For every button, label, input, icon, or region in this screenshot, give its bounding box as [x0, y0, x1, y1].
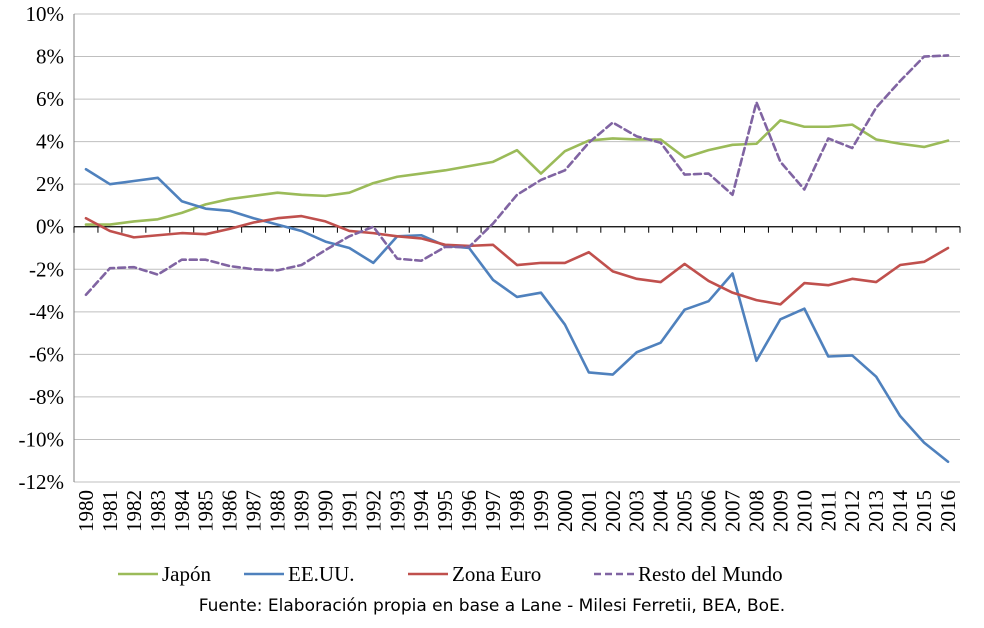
legend-label: Zona Euro: [452, 562, 541, 586]
x-tick-label: 1999: [529, 490, 553, 532]
series-line-zona-euro: [84, 214, 950, 306]
axes: [73, 14, 961, 482]
x-tick-label: 1987: [242, 490, 266, 532]
legend: Japón EE.UU. Zona Euro Resto del Mundo: [118, 562, 783, 586]
legend-label: Resto del Mundo: [638, 562, 783, 586]
x-tick-label: 1993: [385, 490, 409, 532]
y-tick-label: 2%: [36, 172, 64, 196]
x-tick-label: 2005: [673, 490, 697, 532]
x-tick-label: 2015: [912, 490, 936, 532]
y-tick-label: -10%: [19, 427, 65, 451]
x-tick-label: 2010: [792, 490, 816, 532]
x-tick-label: 1994: [409, 490, 433, 533]
x-tick-label: 1992: [361, 490, 385, 532]
x-tick-label: 1991: [337, 490, 361, 532]
line-chart: 10%8%6%4%2%0%-2%-4%-6%-8%-10%-12% 1980 19…: [19, 2, 961, 586]
x-tick-label: 2008: [744, 490, 768, 532]
x-tick-label: 1989: [289, 490, 313, 532]
x-tick-label: 1985: [194, 490, 218, 532]
y-tick-label: 8%: [36, 45, 64, 69]
legend-item: Resto del Mundo: [594, 562, 783, 586]
y-tick-label: 0%: [36, 215, 64, 239]
x-tick-label: 2001: [577, 490, 601, 532]
y-tick-label: -4%: [29, 300, 64, 324]
x-tick-label: 1988: [266, 490, 290, 532]
legend-item: EE.UU.: [244, 562, 355, 586]
x-tick-label: 1983: [146, 490, 170, 532]
x-tick-label: 1996: [457, 490, 481, 532]
x-tick-label: 1982: [122, 490, 146, 532]
y-tick-label: -12%: [19, 470, 65, 494]
x-tick-label: 2013: [864, 490, 888, 532]
x-tick-label: 2006: [697, 490, 721, 532]
x-tick-label: 1981: [98, 490, 122, 532]
x-tick-label: 1995: [433, 490, 457, 532]
y-tick-label: 4%: [36, 130, 64, 154]
legend-label: Japón: [162, 562, 211, 586]
x-tick-label: 2016: [936, 490, 960, 532]
source-note: Fuente: Elaboración propia en base a Lan…: [198, 596, 786, 616]
legend-item: Japón: [118, 562, 211, 586]
x-tick-label: 2000: [553, 490, 577, 532]
x-tick-label: 1990: [313, 490, 337, 532]
legend-label: EE.UU.: [288, 562, 355, 586]
y-tick-label: -2%: [29, 257, 64, 281]
x-tick-label: 1986: [218, 490, 242, 532]
legend-item: Zona Euro: [408, 562, 541, 586]
x-tick-label: 2004: [649, 490, 673, 533]
x-tick-label: 1997: [481, 490, 505, 532]
x-tick-label: 1984: [170, 490, 194, 533]
series-line-resto-del-mundo: [84, 54, 950, 297]
x-tick-label: 2009: [768, 490, 792, 532]
series-lines: [84, 54, 950, 464]
x-tick-label: 1998: [505, 490, 529, 532]
y-tick-label: 6%: [36, 87, 64, 111]
gridlines: [74, 13, 960, 483]
y-tick-labels: 10% 8% 6% 4% 2% 0% -2% -4% -6% -8% -10% -12%: [19, 2, 65, 494]
x-tick-label: 2011: [816, 490, 840, 531]
x-tick-label: 2014: [888, 490, 912, 533]
x-tick-label: 2002: [601, 490, 625, 532]
y-tick-label: 10%: [26, 2, 65, 26]
series-line-ee-uu-: [84, 167, 950, 464]
y-tick-label: -6%: [29, 342, 64, 366]
x-tick-label: 2012: [840, 490, 864, 532]
x-tick-label: 2003: [625, 490, 649, 532]
x-tick-label: 1980: [74, 490, 98, 532]
series-line-jap-n: [84, 119, 950, 226]
x-tick-label: 2007: [721, 490, 745, 532]
x-tick-labels: 1980 1981 1982 1983 1984 1985 1986 1987 1988 1989…: [74, 490, 960, 533]
y-tick-label: -8%: [29, 385, 64, 409]
